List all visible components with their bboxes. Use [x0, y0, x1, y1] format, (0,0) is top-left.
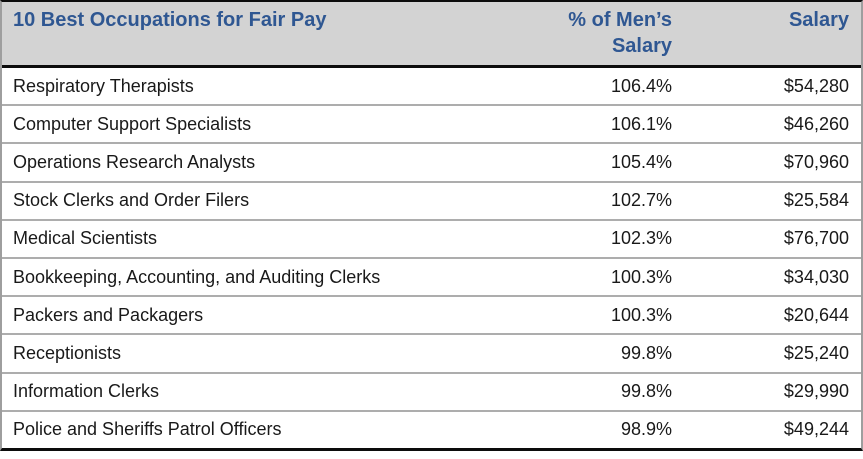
salary-cell: $70,960 — [783, 152, 849, 172]
occupation-cell: Bookkeeping, Accounting, and Auditing Cl… — [13, 266, 381, 287]
occupation-cell: Police and Sheriffs Patrol Officers — [13, 419, 282, 440]
column-header-salary: Salary — [788, 9, 849, 31]
table-body: Respiratory Therapists 106.4% $54,280 Co… — [2, 68, 861, 449]
occupation-cell: Operations Research Analysts — [13, 152, 256, 172]
column-header-percent-of-mens-salary: % of Men’s Salary — [568, 9, 672, 57]
percent-cell: 102.7% — [610, 190, 672, 211]
table-row: Operations Research Analysts 105.4% $70,… — [2, 142, 861, 181]
occupation-cell: Computer Support Specialists — [13, 113, 252, 134]
table-row: Stock Clerks and Order Filers 102.7% $25… — [2, 180, 861, 219]
percent-cell: 102.3% — [610, 228, 672, 249]
salary-cell: $20,644 — [783, 304, 849, 325]
percent-cell: 98.9% — [620, 419, 672, 440]
table-row: Bookkeeping, Accounting, and Auditing Cl… — [2, 257, 861, 296]
salary-cell: $49,244 — [783, 419, 849, 440]
salary-cell: $54,280 — [783, 75, 849, 96]
table-row: Information Clerks 99.8% $29,990 — [2, 371, 861, 410]
occupation-cell: Medical Scientists — [13, 228, 158, 249]
occupation-cell: Packers and Packagers — [13, 304, 204, 325]
table-row: Packers and Packagers 100.3% $20,644 — [2, 295, 861, 334]
salary-cell: $25,240 — [783, 343, 849, 364]
occupation-cell: Respiratory Therapists — [13, 75, 194, 96]
percent-cell: 106.1% — [610, 113, 672, 134]
table-row: Receptionists 99.8% $25,240 — [2, 333, 861, 372]
percent-cell: 99.8% — [620, 381, 672, 402]
salary-cell: $46,260 — [783, 113, 849, 134]
table-row: Medical Scientists 102.3% $76,700 — [2, 218, 861, 258]
salary-cell: $29,990 — [783, 381, 849, 402]
table-row: Computer Support Specialists 106.1% $46,… — [2, 104, 861, 143]
salary-cell: $34,030 — [783, 266, 849, 287]
table-title: 10 Best Occupations for Fair Pay — [13, 9, 327, 31]
salary-cell: $25,584 — [783, 190, 849, 211]
percent-cell: 105.4% — [610, 152, 672, 172]
salary-cell: $76,700 — [783, 228, 849, 249]
occupation-cell: Information Clerks — [13, 381, 160, 402]
table-row: Police and Sheriffs Patrol Officers 98.9… — [2, 409, 861, 449]
table-row: Respiratory Therapists 106.4% $54,280 — [2, 68, 861, 105]
percent-cell: 99.8% — [620, 343, 672, 364]
table-header-row: 10 Best Occupations for Fair Pay % of Me… — [2, 2, 861, 68]
occupation-cell: Stock Clerks and Order Filers — [13, 190, 250, 211]
percent-cell: 100.3% — [610, 304, 672, 325]
percent-cell: 106.4% — [610, 75, 672, 96]
percent-cell: 100.3% — [610, 266, 672, 287]
occupation-cell: Receptionists — [13, 343, 122, 364]
